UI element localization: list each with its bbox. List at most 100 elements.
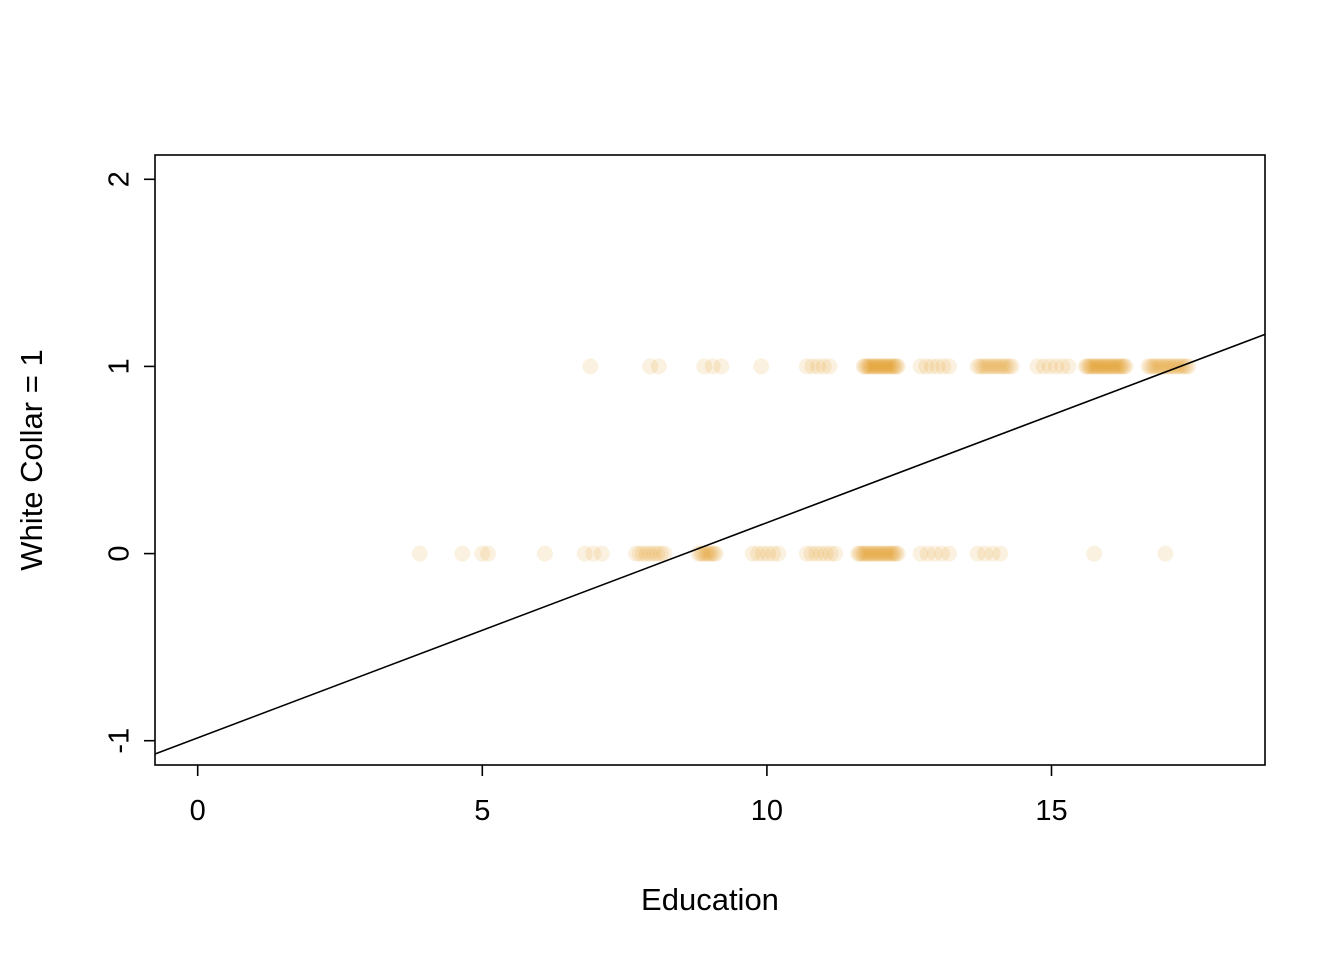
data-point xyxy=(969,358,986,375)
data-point xyxy=(998,358,1015,375)
data-point xyxy=(1003,358,1020,375)
data-point xyxy=(881,358,898,375)
data-point xyxy=(1095,358,1111,375)
data-point xyxy=(1029,358,1046,375)
data-point xyxy=(993,358,1010,375)
data-point xyxy=(804,358,821,375)
data-point xyxy=(873,358,890,375)
data-point xyxy=(872,358,888,375)
data-point xyxy=(867,545,884,562)
data-point xyxy=(808,545,825,562)
data-point xyxy=(875,358,892,375)
data-point xyxy=(474,545,491,562)
data-point xyxy=(982,358,999,375)
data-point xyxy=(863,545,880,562)
data-point xyxy=(924,358,940,375)
data-point xyxy=(798,358,815,375)
data-point xyxy=(912,358,929,375)
data-point xyxy=(880,358,897,375)
data-point xyxy=(985,358,1002,375)
data-point xyxy=(822,545,839,562)
data-point xyxy=(650,358,667,375)
data-point xyxy=(813,545,829,562)
data-point xyxy=(1157,545,1174,562)
data-point xyxy=(984,545,1001,562)
data-point xyxy=(810,358,827,375)
data-point xyxy=(1105,358,1122,375)
data-point xyxy=(889,545,906,562)
data-point xyxy=(884,545,901,562)
data-point xyxy=(480,545,496,562)
x-axis-label: Education xyxy=(641,882,779,917)
data-point xyxy=(1084,358,1101,375)
data-point xyxy=(1103,358,1120,375)
y-axis-label: White Collar = 1 xyxy=(14,349,49,571)
data-point xyxy=(701,545,718,562)
data-point xyxy=(885,358,901,375)
data-point xyxy=(1108,358,1125,375)
data-point xyxy=(886,358,903,375)
data-point xyxy=(878,545,895,562)
data-point xyxy=(878,358,895,375)
data-point xyxy=(656,545,673,562)
data-point xyxy=(1041,358,1058,375)
data-point xyxy=(912,545,929,562)
data-point xyxy=(929,358,946,375)
data-point xyxy=(853,545,870,562)
data-point xyxy=(869,545,885,562)
data-point xyxy=(753,358,770,375)
data-point xyxy=(883,358,900,375)
data-point xyxy=(713,358,730,375)
data-point xyxy=(980,358,996,375)
data-point xyxy=(1001,358,1018,375)
data-point xyxy=(1117,358,1134,375)
data-point xyxy=(886,545,903,562)
x-tick-label: 0 xyxy=(190,795,206,827)
data-point xyxy=(1101,358,1118,375)
data-point xyxy=(754,545,771,562)
data-point xyxy=(941,358,958,375)
x-tick-label: 10 xyxy=(751,795,783,827)
data-point xyxy=(798,545,815,562)
data-point xyxy=(1091,358,1108,375)
data-point xyxy=(649,545,666,562)
data-point xyxy=(1100,358,1117,375)
data-point xyxy=(870,358,887,375)
data-point xyxy=(1060,358,1077,375)
data-point xyxy=(749,545,766,562)
data-point xyxy=(995,358,1012,375)
data-point xyxy=(1077,358,1094,375)
data-point xyxy=(862,358,879,375)
data-point xyxy=(1168,358,1185,375)
data-point xyxy=(760,545,777,562)
data-point xyxy=(1093,358,1110,375)
data-point xyxy=(868,358,885,375)
data-point xyxy=(631,545,648,562)
data-point xyxy=(934,545,950,562)
data-point xyxy=(585,545,602,562)
data-point xyxy=(855,545,872,562)
data-point xyxy=(817,545,834,562)
data-point xyxy=(1048,358,1065,375)
data-point xyxy=(593,545,610,562)
data-point xyxy=(582,358,599,375)
data-point xyxy=(974,358,991,375)
plot-box xyxy=(154,154,1266,766)
data-point xyxy=(1079,358,1096,375)
data-point xyxy=(821,358,838,375)
data-point xyxy=(860,358,877,375)
data-point xyxy=(876,545,893,562)
data-point xyxy=(1114,358,1131,375)
data-point xyxy=(1142,358,1159,375)
data-point xyxy=(1154,358,1171,375)
data-point xyxy=(865,545,882,562)
data-point xyxy=(1175,358,1192,375)
data-point xyxy=(867,358,884,375)
data-point xyxy=(865,358,882,375)
data-point xyxy=(704,358,721,375)
data-point xyxy=(918,358,935,375)
data-point xyxy=(992,545,1009,562)
data-point xyxy=(1089,358,1106,375)
data-point xyxy=(1145,358,1161,375)
data-point xyxy=(1096,358,1113,375)
